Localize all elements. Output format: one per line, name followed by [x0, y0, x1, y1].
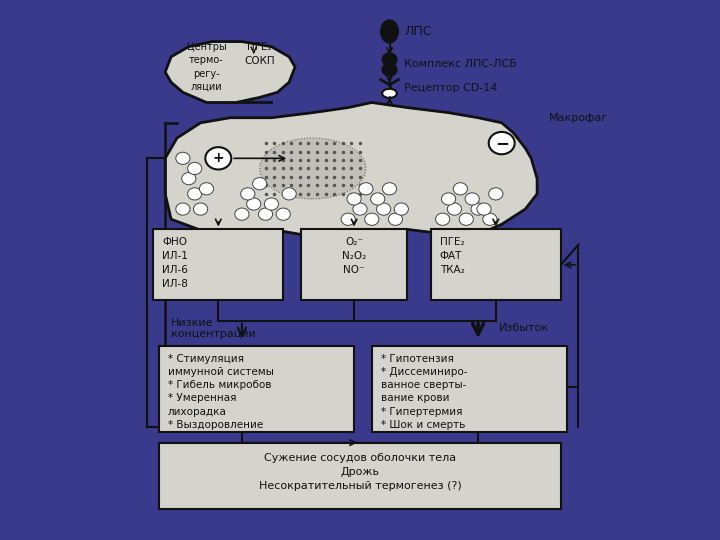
Circle shape — [194, 203, 207, 215]
Circle shape — [347, 193, 361, 205]
Text: * Гипотензия
* Диссеминиро-
ванное сверты-
вание крови
* Гипертермия
* Шок и сме: * Гипотензия * Диссеминиро- ванное сверт… — [381, 354, 467, 430]
Polygon shape — [165, 103, 537, 234]
Text: Низкие
концентрации: Низкие концентрации — [171, 318, 256, 339]
Circle shape — [188, 188, 202, 200]
Circle shape — [341, 213, 355, 225]
Polygon shape — [165, 42, 295, 103]
Circle shape — [436, 213, 450, 225]
Circle shape — [382, 183, 397, 195]
Text: ПГЕ₂: ПГЕ₂ — [247, 42, 272, 52]
Circle shape — [489, 132, 515, 154]
Ellipse shape — [382, 63, 397, 76]
Circle shape — [276, 208, 290, 220]
Circle shape — [465, 193, 480, 205]
FancyBboxPatch shape — [372, 346, 567, 433]
FancyBboxPatch shape — [431, 230, 561, 300]
Circle shape — [205, 147, 231, 170]
Circle shape — [353, 203, 367, 215]
Circle shape — [454, 183, 467, 195]
Circle shape — [240, 188, 255, 200]
Text: Макрофаг: Макрофаг — [549, 113, 608, 123]
Circle shape — [359, 183, 373, 195]
Text: −: − — [495, 134, 508, 152]
Ellipse shape — [381, 20, 398, 43]
Ellipse shape — [260, 138, 366, 199]
Circle shape — [258, 208, 273, 220]
Circle shape — [477, 203, 491, 215]
Text: Сужение сосудов оболочки тела
Дрожь
Несократительный термогенез (?): Сужение сосудов оболочки тела Дрожь Несо… — [258, 453, 462, 491]
FancyBboxPatch shape — [159, 346, 354, 433]
Ellipse shape — [382, 53, 397, 66]
Circle shape — [282, 188, 296, 200]
Circle shape — [235, 208, 249, 220]
Text: ФНО
ИЛ-1
ИЛ-6
ИЛ-8: ФНО ИЛ-1 ИЛ-6 ИЛ-8 — [162, 237, 188, 289]
Circle shape — [264, 198, 279, 210]
FancyBboxPatch shape — [301, 230, 408, 300]
Circle shape — [471, 203, 485, 215]
Circle shape — [181, 173, 196, 185]
Circle shape — [447, 203, 462, 215]
Circle shape — [483, 213, 497, 225]
Text: Комплекс ЛПС-ЛСБ: Комплекс ЛПС-ЛСБ — [405, 59, 517, 70]
Circle shape — [459, 213, 473, 225]
Text: Рецептор CD-14: Рецептор CD-14 — [405, 83, 498, 93]
Circle shape — [489, 188, 503, 200]
Circle shape — [441, 193, 456, 205]
Text: ПГЕ₂
ФАТ
ТКА₂: ПГЕ₂ ФАТ ТКА₂ — [440, 237, 464, 275]
Circle shape — [199, 183, 214, 195]
FancyBboxPatch shape — [153, 230, 283, 300]
Circle shape — [253, 178, 266, 190]
Text: Избыток: Избыток — [499, 323, 549, 333]
Text: Центры
термо-
регу-
ляции: Центры термо- регу- ляции — [186, 42, 226, 92]
FancyBboxPatch shape — [159, 443, 561, 509]
Circle shape — [176, 203, 190, 215]
Text: * Стимуляция
иммунной системы
* Гибель микробов
* Умеренная
лихорадка
* Выздоров: * Стимуляция иммунной системы * Гибель м… — [168, 354, 274, 430]
Circle shape — [371, 193, 384, 205]
Text: ЛПС: ЛПС — [405, 25, 432, 38]
Circle shape — [377, 203, 391, 215]
Circle shape — [247, 198, 261, 210]
Circle shape — [188, 163, 202, 174]
Circle shape — [176, 152, 190, 164]
Text: +: + — [212, 151, 224, 165]
Circle shape — [365, 213, 379, 225]
Text: СОКП: СОКП — [244, 56, 275, 66]
Text: O₂⁻
N₂O₂
NO⁻: O₂⁻ N₂O₂ NO⁻ — [342, 237, 366, 275]
Ellipse shape — [382, 89, 397, 98]
Circle shape — [388, 213, 402, 225]
Circle shape — [395, 203, 408, 215]
